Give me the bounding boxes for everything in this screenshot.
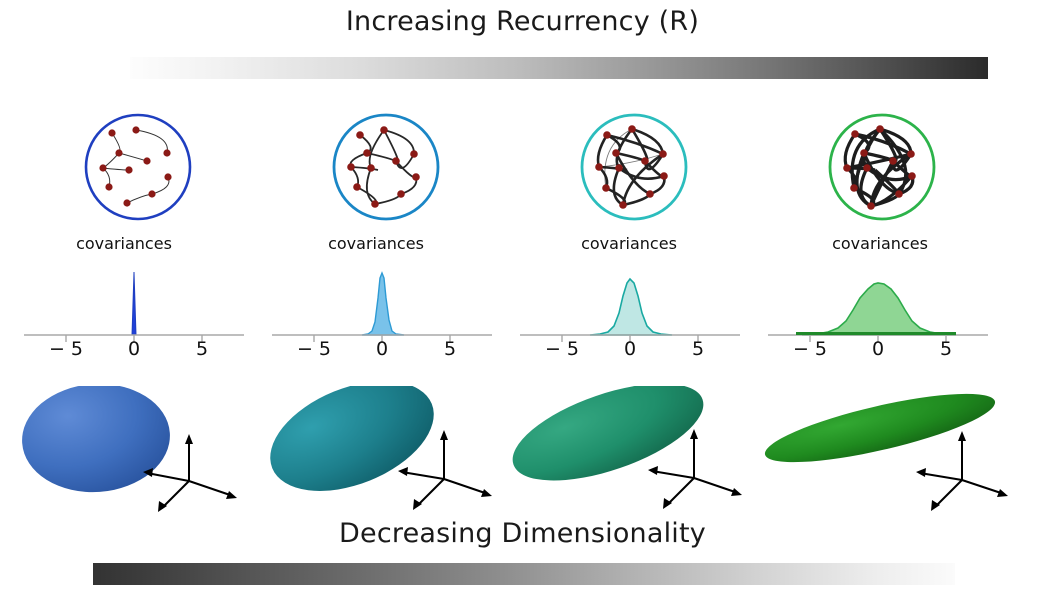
ellipsoid-diagram-2 (262, 386, 512, 514)
distribution-plot-2: − 5 0 5 (262, 250, 510, 360)
network-diagram-3 (510, 108, 758, 226)
axes-triad-2 (401, 434, 489, 507)
ellipsoid-diagram-3 (510, 386, 760, 514)
covariances-label-2: covariances (328, 234, 424, 253)
xtick-label-5-1: 5 (195, 338, 209, 360)
panel-column-4: covariances − 5 0 5 (758, 0, 1008, 609)
xtick-label-neg5-3: − 5 (544, 338, 580, 360)
xtick-label-5-2: 5 (443, 338, 457, 360)
covariance-density-curve-1 (24, 271, 244, 342)
covariances-label-4: covariances (832, 234, 928, 253)
network-very-dense-icon (828, 113, 936, 221)
covariance-ellipsoid-4 (764, 393, 1008, 511)
distribution-plot-1: − 5 0 5 (14, 250, 262, 360)
network-diagram-2 (262, 108, 510, 226)
xtick-label-neg5-2: − 5 (296, 338, 332, 360)
covariances-label-3: covariances (581, 234, 677, 253)
distribution-plot-4: − 5 0 5 (758, 250, 1006, 360)
distribution-plot-3: − 5 0 5 (510, 250, 758, 360)
ellipsoid-diagram-1 (14, 386, 264, 514)
panel-column-2: covariances − 5 0 5 (262, 0, 510, 609)
covariances-label-1: covariances (76, 234, 172, 253)
xtick-label-neg5-4: − 5 (792, 338, 828, 360)
axes-triad-3 (651, 433, 739, 506)
page-title-top: Increasing Recurrency (R) (345, 6, 700, 37)
network-sparse-icon (84, 113, 192, 221)
network-moderate-icon (332, 113, 440, 221)
xtick-label-0-4: 0 (871, 338, 885, 360)
network-dense-icon (580, 113, 688, 221)
xtick-label-0-2: 0 (375, 338, 389, 360)
xtick-label-0-1: 0 (127, 338, 141, 360)
covariance-ellipsoid-1 (22, 386, 237, 512)
page-title-bottom: Decreasing Dimensionality (339, 518, 706, 549)
xtick-label-5-3: 5 (691, 338, 705, 360)
network-diagram-4 (758, 108, 1006, 226)
covariance-density-curve-2 (272, 271, 492, 342)
gradient-bar-recurrency (130, 57, 988, 79)
panel-column-3: covariances − 5 0 5 (510, 0, 758, 609)
covariance-density-curve-4 (768, 282, 988, 342)
xtick-label-5-4: 5 (939, 338, 953, 360)
covariance-density-curve-3 (520, 277, 740, 342)
xtick-label-neg5-1: − 5 (48, 338, 84, 360)
panel-column-1: covariances − 5 0 5 (14, 0, 262, 609)
covariance-ellipsoid-2 (270, 386, 492, 510)
gradient-bar-dimensionality (93, 563, 955, 585)
xtick-label-0-3: 0 (623, 338, 637, 360)
covariance-ellipsoid-3 (512, 386, 742, 509)
network-diagram-1 (14, 108, 262, 226)
axes-triad-4 (919, 435, 1005, 508)
ellipsoid-diagram-4 (758, 386, 1008, 514)
axes-triad-1 (146, 438, 234, 509)
